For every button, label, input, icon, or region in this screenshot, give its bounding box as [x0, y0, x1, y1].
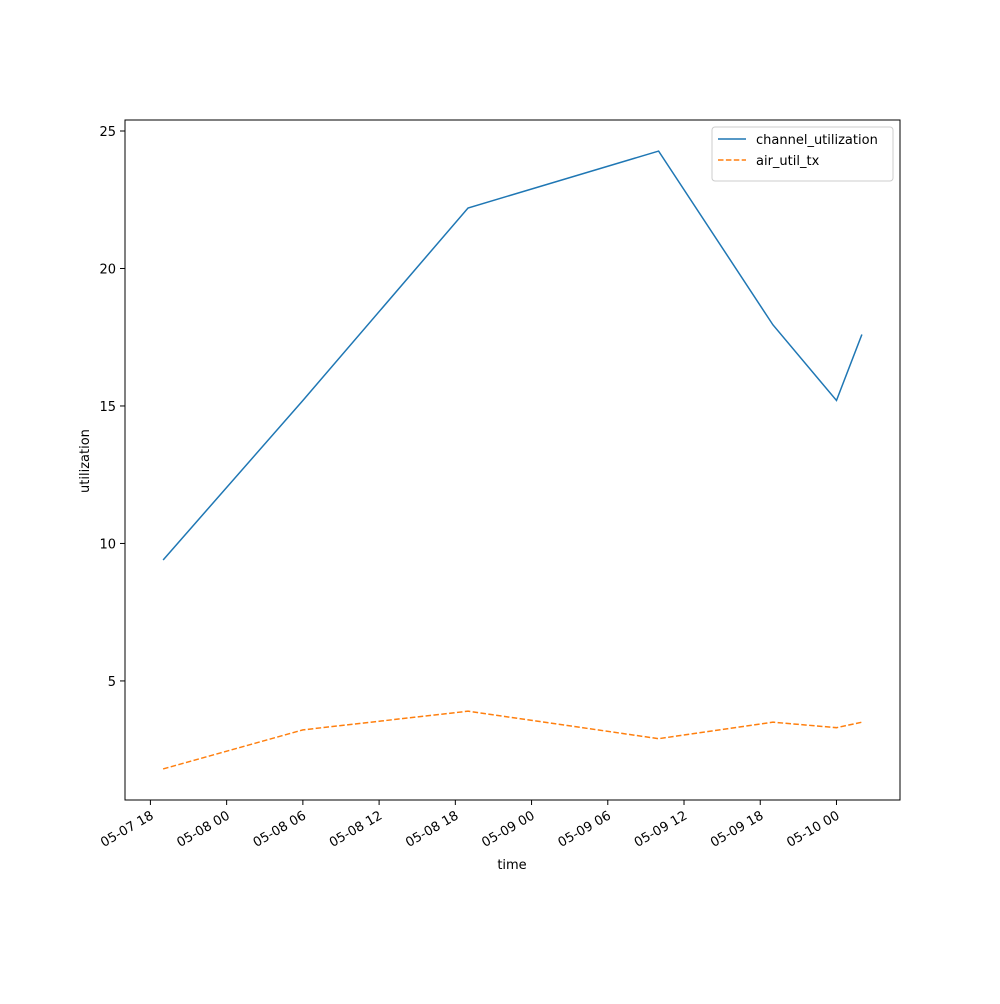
- y-tick-label: 25: [99, 125, 116, 140]
- y-tick-label: 10: [99, 537, 116, 552]
- y-tick-label: 15: [99, 400, 116, 415]
- legend-box: [711, 126, 894, 182]
- series-line: [162, 710, 863, 770]
- legend: channel_utilization air_util_tx: [711, 126, 894, 182]
- legend-label: channel_utilization: [756, 133, 878, 148]
- x-axis-label: time: [497, 858, 526, 873]
- y-axis-label: utilization: [78, 429, 93, 493]
- series-line: [162, 150, 863, 561]
- legend-label: air_util_tx: [756, 154, 820, 169]
- plot-frame: [124, 119, 901, 801]
- y-tick-label: 5: [108, 675, 116, 690]
- y-tick-label: 20: [99, 262, 116, 277]
